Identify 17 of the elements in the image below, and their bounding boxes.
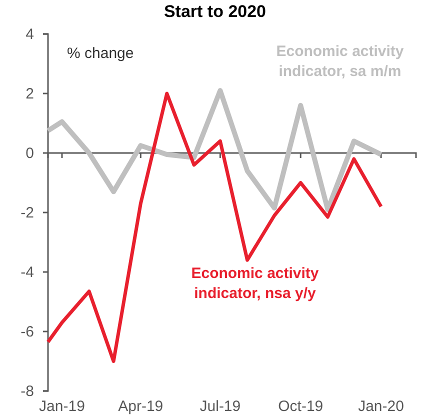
y-tick-label: -6 [20,323,34,340]
x-tick-label: Oct-19 [278,398,324,415]
x-tick-label: Jan-19 [39,398,85,415]
line-series [46,92,383,363]
y-tick-label: 2 [26,85,34,102]
chart-title: Start to 2020 [164,2,266,21]
x-tick-label: Apr-19 [118,398,164,415]
y-tick-label: -4 [20,264,34,281]
series-label: Economic activity indicator, nsa y/y [191,265,320,302]
annotation: % change [67,45,134,62]
y-tick-label: 0 [26,144,34,162]
y-tick-label: -8 [20,382,34,400]
x-tick-label: Jan-20 [358,398,404,415]
y-tick-label: 4 [26,26,34,43]
y-tick-label: -2 [20,204,34,222]
x-tick-label: Jul-19 [200,398,241,415]
text: Economic activity indicator, sa m/m [276,43,404,80]
